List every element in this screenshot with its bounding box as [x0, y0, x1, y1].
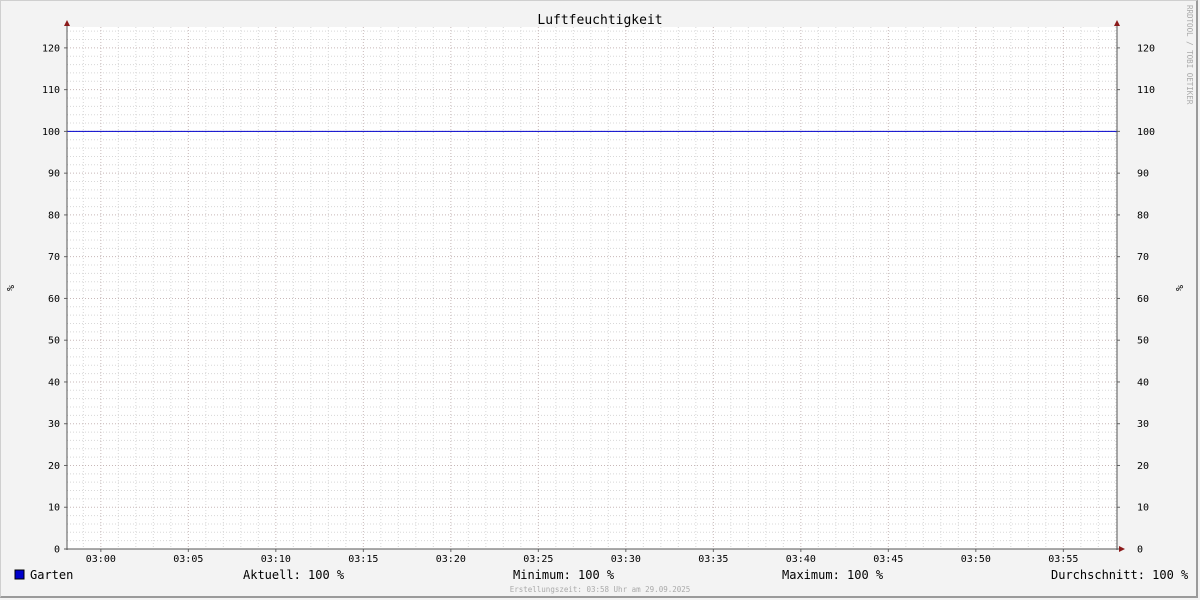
y-tick-label-right: 90 [1137, 169, 1149, 180]
x-tick-label: 03:45 [873, 554, 903, 565]
y-tick-label-right: 60 [1137, 294, 1149, 305]
y-tick-label-left: 100 [42, 127, 60, 138]
x-tick-label: 03:20 [436, 554, 466, 565]
y-axis-arrow-right [1114, 20, 1120, 26]
y-axis-label-right: % [1173, 285, 1184, 291]
y-tick-label-right: 30 [1137, 419, 1149, 430]
y-tick-label-left: 10 [48, 503, 60, 514]
y-tick-label-left: 30 [48, 419, 60, 430]
footer-timestamp: Erstellungszeit: 03:58 Uhr am 29.09.2025 [510, 585, 691, 594]
x-tick-label: 03:00 [86, 554, 116, 565]
y-tick-label-left: 40 [48, 377, 60, 388]
x-tick-label: 03:25 [523, 554, 553, 565]
y-tick-label-right: 50 [1137, 336, 1149, 347]
y-tick-label-left: 120 [42, 43, 60, 54]
y-tick-label-right: 110 [1137, 85, 1155, 96]
y-tick-label-left: 70 [48, 252, 60, 263]
x-tick-label: 03:05 [173, 554, 203, 565]
x-axis-arrow [1119, 546, 1125, 552]
y-tick-label-left: 110 [42, 85, 60, 96]
y-tick-label-left: 90 [48, 169, 60, 180]
x-tick-label: 03:10 [261, 554, 291, 565]
grid [67, 27, 1117, 549]
legend-swatch-garten [14, 569, 25, 580]
x-tick-label: 03:35 [698, 554, 728, 565]
y-tick-label-right: 120 [1137, 43, 1155, 54]
y-tick-label-left: 60 [48, 294, 60, 305]
chart-title: Luftfeuchtigkeit [537, 13, 662, 28]
x-tick-label: 03:30 [611, 554, 641, 565]
legend-durchschnitt: Durchschnitt: 100 % [1051, 568, 1189, 582]
legend-maximum: Maximum: 100 % [782, 568, 884, 582]
y-tick-label-right: 20 [1137, 461, 1149, 472]
rrdtool-watermark: RRDTOOL / TOBI OETIKER [1185, 5, 1194, 105]
legend-minimum: Minimum: 100 % [513, 568, 615, 582]
y-tick-label-right: 40 [1137, 377, 1149, 388]
plot-area [67, 27, 1117, 549]
y-axis-arrow-left [64, 20, 70, 26]
legend-entry-garten: Garten [30, 568, 73, 582]
x-tick-label: 03:50 [961, 554, 991, 565]
legend-aktuell: Aktuell: 100 % [243, 568, 345, 582]
y-tick-label-right: 10 [1137, 503, 1149, 514]
y-tick-label-left: 80 [48, 210, 60, 221]
x-tick-label: 03:40 [786, 554, 816, 565]
y-tick-label-left: 20 [48, 461, 60, 472]
y-tick-label-right: 80 [1137, 210, 1149, 221]
x-tick-label: 03:15 [348, 554, 378, 565]
y-tick-label-right: 100 [1137, 127, 1155, 138]
axes: 0 0 10 10 20 20 30 30 40 40 50 50 60 60 70 70 80 80 90 90 10… [42, 20, 1155, 565]
y-axis-label-left: % [4, 285, 15, 291]
y-tick-label-right: 0 [1137, 545, 1143, 556]
y-tick-label-left: 0 [54, 545, 60, 556]
y-tick-label-right: 70 [1137, 252, 1149, 263]
x-tick-label: 03:55 [1048, 554, 1078, 565]
y-tick-label-left: 50 [48, 336, 60, 347]
